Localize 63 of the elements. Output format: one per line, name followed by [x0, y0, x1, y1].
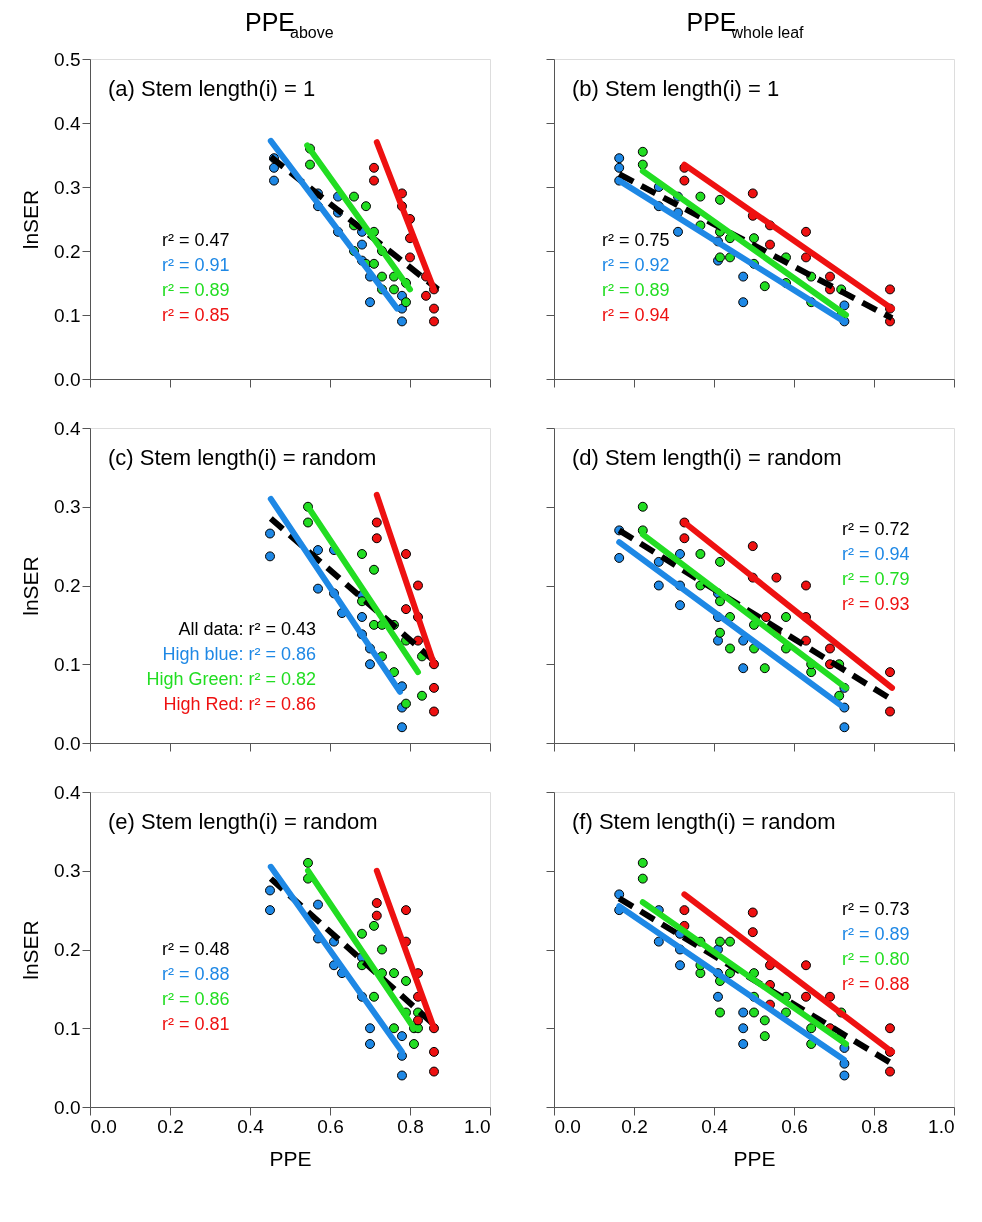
y-tick-label: 0.1 [54, 653, 81, 675]
annotation: r² = 0.79 [842, 569, 910, 590]
x-tick-label: 1.0 [464, 1115, 491, 1137]
x-tick-label: 0.6 [781, 1115, 808, 1137]
annotation: (f) Stem length(i) = random [572, 809, 836, 834]
y-tick-label: 0.1 [54, 1017, 81, 1039]
x-axis-title: PPE [269, 1146, 312, 1170]
y-tick-label: 0.2 [54, 240, 81, 262]
annotation: r² = 0.94 [602, 305, 670, 326]
x-tick-label: 0.4 [701, 1115, 729, 1137]
annotation: r² = 0.94 [842, 544, 910, 565]
annotation: r² = 0.48 [162, 938, 230, 959]
y-tick-label: 0.0 [54, 732, 81, 754]
y-tick-label: 0.3 [54, 176, 81, 198]
annotation: All data: r² = 0.43 [178, 618, 316, 639]
y-tick-label: 0.4 [54, 417, 81, 439]
annotation: r² = 0.86 [162, 988, 230, 1009]
y-tick-label: 0.1 [54, 304, 81, 326]
annotation: (e) Stem length(i) = random [108, 809, 378, 834]
annotation: r² = 0.89 [162, 280, 230, 301]
annotation: r² = 0.72 [842, 519, 910, 540]
annotation: r² = 0.92 [602, 255, 670, 276]
annotation: r² = 0.89 [842, 924, 910, 945]
y-tick-label: 0.0 [54, 1096, 81, 1118]
x-tick-label: 0.8 [397, 1115, 424, 1137]
annotation: r² = 0.85 [162, 305, 230, 326]
annotation: r² = 0.93 [842, 594, 910, 615]
annotation: r² = 0.89 [602, 280, 670, 301]
annotation: High Red: r² = 0.86 [163, 693, 316, 714]
x-tick-label: 0.0 [554, 1115, 581, 1137]
annotation: (c) Stem length(i) = random [108, 445, 377, 470]
annotation: r² = 0.88 [162, 963, 230, 984]
x-tick-label: 0.2 [157, 1115, 184, 1137]
annotation: r² = 0.88 [842, 974, 910, 995]
x-tick-label: 0.4 [237, 1115, 265, 1137]
y-axis-title: lnSER [19, 556, 43, 616]
y-axis-title: lnSER [19, 920, 43, 980]
y-axis-title: lnSER [19, 189, 43, 250]
y-tick-label: 0.3 [54, 860, 81, 882]
annotation: r² = 0.80 [842, 949, 910, 970]
annotation: (a) Stem length(i) = 1 [108, 76, 316, 101]
annotation: (b) Stem length(i) = 1 [572, 76, 780, 101]
y-tick-label: 0.5 [54, 48, 81, 70]
y-tick-label: 0.2 [54, 575, 81, 596]
x-tick-label: 0.2 [621, 1115, 648, 1137]
y-tick-label: 0.3 [54, 496, 81, 518]
annotation: r² = 0.47 [162, 230, 230, 251]
annotation: High blue: r² = 0.86 [162, 643, 316, 664]
y-tick-label: 0.0 [54, 368, 81, 390]
y-tick-label: 0.4 [54, 112, 81, 134]
annotation: r² = 0.75 [602, 230, 670, 251]
annotation: r² = 0.81 [162, 1013, 230, 1034]
x-axis-title: PPE [733, 1146, 776, 1170]
x-tick-label: 0.0 [90, 1115, 117, 1137]
x-tick-label: 1.0 [928, 1115, 955, 1137]
annotation: High Green: r² = 0.82 [146, 668, 316, 689]
annotation: (d) Stem length(i) = random [572, 445, 842, 470]
annotation: r² = 0.73 [842, 899, 910, 920]
y-tick-label: 0.4 [54, 781, 81, 803]
y-tick-label: 0.2 [54, 939, 81, 960]
annotation: r² = 0.91 [162, 255, 230, 276]
x-tick-label: 0.6 [317, 1115, 344, 1137]
x-tick-label: 0.8 [861, 1115, 888, 1137]
